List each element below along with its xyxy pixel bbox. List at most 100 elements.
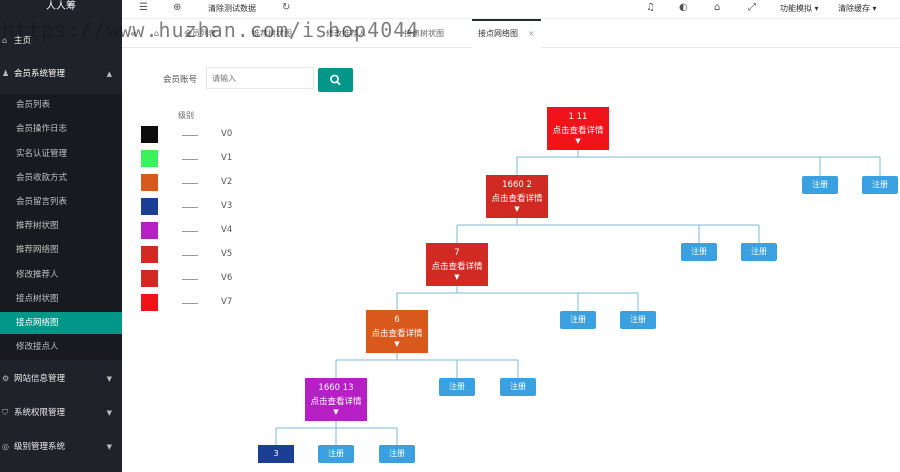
sidebar-item-member-list[interactable]: 会员列表 — [0, 94, 122, 116]
sidebar-item-label: 推荐网络图 — [16, 245, 59, 255]
level-swatch — [141, 150, 158, 167]
level-icon: ◎ — [2, 442, 9, 451]
tab-member-list[interactable]: 会员列表 — [184, 29, 216, 38]
register-button[interactable]: 注册 — [439, 378, 475, 396]
view-details-link[interactable]: 点击查看详情 — [431, 262, 483, 272]
tab-node-tree[interactable]: 接点树状图 — [404, 29, 444, 38]
home-icon: ⌂ — [2, 36, 8, 45]
legend-title: 级别 — [178, 111, 194, 120]
feature-simulation-menu[interactable]: 功能模拟 ▾ — [780, 4, 819, 13]
member-node[interactable]: 1660 13 点击查看详情 ▼ — [305, 378, 367, 421]
sidebar-group-member[interactable]: ♟ 会员系统管理 ▲ — [0, 63, 122, 85]
sidebar-group-permissions[interactable]: ⛉ 系统权限管理 ▼ — [0, 402, 122, 424]
register-button[interactable]: 注册 — [379, 445, 415, 463]
register-button[interactable]: 注册 — [620, 311, 656, 329]
sidebar-item-node-tree[interactable]: 接点树状图 — [0, 288, 122, 310]
register-button[interactable]: 注册 — [318, 445, 354, 463]
refresh-icon[interactable]: ↻ — [282, 2, 291, 13]
view-details-link[interactable]: 点击查看详情 — [371, 329, 423, 339]
member-id: 7 — [454, 248, 460, 258]
level-swatch — [141, 126, 158, 143]
register-button[interactable]: 注册 — [500, 378, 536, 396]
watermark: https://www.huzhan.com/ishop4044 — [2, 18, 420, 42]
legend-dash — [182, 303, 198, 304]
tree-connectors — [275, 150, 881, 445]
member-node[interactable]: 6 点击查看详情 ▼ — [366, 310, 428, 353]
menu-toggle-icon[interactable]: ☰ — [139, 2, 148, 13]
tab-referral-tree[interactable]: 推荐树状图 — [252, 29, 292, 38]
home-tab-icon[interactable]: ⌂ — [154, 29, 160, 38]
caret-down-icon: ▼ — [514, 205, 520, 213]
clear-cache-menu[interactable]: 清除缓存 ▾ — [838, 4, 877, 13]
view-details-link[interactable]: 点击查看详情 — [491, 194, 543, 204]
users-icon: ♟ — [2, 69, 10, 78]
view-details-link[interactable]: 点击查看详情 — [552, 126, 604, 136]
level-label: V6 — [221, 273, 233, 283]
member-node-leaf[interactable]: 3 — [258, 445, 294, 463]
sidebar-item-label: 主页 — [14, 36, 32, 46]
legend-dash — [182, 279, 198, 280]
member-node[interactable]: 1660 2 点击查看详情 ▼ — [486, 175, 548, 218]
sidebar-item-label: 会员操作日志 — [16, 124, 68, 134]
register-button[interactable]: 注册 — [681, 243, 717, 261]
register-button[interactable]: 注册 — [802, 176, 838, 194]
top-bar: ☰ ⊕ 清除测试数据 ↻ ♫ ◐ ⌂ ⤢ 功能模拟 ▾ 清除缓存 ▾ — [122, 0, 900, 19]
bell-icon[interactable]: ♫ — [646, 2, 655, 13]
level-label: V4 — [221, 225, 233, 235]
sidebar-group-site-info[interactable]: ⚙ 网站信息管理 ▼ — [0, 368, 122, 390]
legend-dash — [182, 135, 198, 136]
sidebar-item-edit-node[interactable]: 修改接点人 — [0, 336, 122, 358]
caret-down-icon: ▼ — [575, 137, 581, 145]
level-swatch — [141, 270, 158, 287]
sidebar-item-home[interactable]: ⌂ 主页 — [0, 30, 122, 52]
register-button[interactable]: 注册 — [560, 311, 596, 329]
close-icon[interactable]: × — [528, 29, 535, 38]
level-swatch — [141, 246, 158, 263]
tab-edit-referrer[interactable]: 修改推荐人 — [326, 29, 366, 38]
sidebar-item-label: 实名认证管理 — [16, 149, 68, 159]
tab-node-network[interactable]: 接点网络图 × — [472, 19, 541, 49]
globe-icon[interactable]: ⊕ — [173, 2, 182, 13]
member-node[interactable]: 7 点击查看详情 ▼ — [426, 243, 488, 286]
search-label: 会员账号 — [163, 75, 198, 85]
menu-label: 功能模拟 — [780, 4, 812, 13]
chevron-up-icon: ▲ — [106, 70, 112, 78]
level-swatch — [141, 198, 158, 215]
sidebar-item-referral-tree[interactable]: 推荐树状图 — [0, 215, 122, 237]
clear-test-data-button[interactable]: 清除测试数据 — [208, 4, 256, 13]
menu-label: 清除缓存 — [838, 4, 870, 13]
register-button[interactable]: 注册 — [741, 243, 777, 261]
tab-prev-icon[interactable]: « — [130, 27, 137, 40]
member-id: 6 — [394, 315, 400, 325]
tab-bar: « ⌂ 会员列表 推荐树状图 修改推荐人 接点树状图 接点网络图 × — [122, 19, 900, 49]
sidebar-item-node-network[interactable]: 接点网络图 — [0, 312, 122, 334]
caret-down-icon: ▼ — [454, 273, 460, 281]
sidebar-item-label: 接点树状图 — [16, 294, 59, 304]
legend-dash — [182, 231, 198, 232]
sidebar-item-messages[interactable]: 会员留言列表 — [0, 191, 122, 213]
level-label: V0 — [221, 129, 233, 139]
sidebar-group-levels[interactable]: ◎ 级别管理系统 ▼ — [0, 436, 122, 458]
chevron-down-icon: ▼ — [106, 375, 112, 383]
search-button[interactable] — [318, 68, 353, 92]
level-swatch — [141, 294, 158, 311]
view-details-link[interactable]: 点击查看详情 — [310, 397, 362, 407]
sidebar-group-label: 网站信息管理 — [14, 374, 66, 384]
sidebar-item-edit-referrer[interactable]: 修改推荐人 — [0, 264, 122, 286]
caret-down-icon: ▼ — [394, 340, 400, 348]
sidebar-item-label: 接点网络图 — [16, 318, 59, 328]
level-swatch — [141, 174, 158, 191]
sidebar-item-member-log[interactable]: 会员操作日志 — [0, 118, 122, 140]
sidebar-item-referral-network[interactable]: 推荐网络图 — [0, 239, 122, 261]
tag-icon[interactable]: ⌂ — [714, 2, 721, 13]
fullscreen-icon[interactable]: ⤢ — [748, 2, 756, 13]
member-account-input[interactable] — [206, 67, 314, 89]
register-button[interactable]: 注册 — [862, 176, 898, 194]
theme-icon[interactable]: ◐ — [679, 2, 688, 13]
member-node[interactable]: 1 11 点击查看详情 ▼ — [547, 107, 609, 150]
sidebar-group-label: 会员系统管理 — [14, 69, 66, 79]
level-label: V7 — [221, 297, 233, 307]
sidebar-item-verification[interactable]: 实名认证管理 — [0, 143, 122, 165]
sidebar-item-payment-methods[interactable]: 会员收款方式 — [0, 167, 122, 189]
